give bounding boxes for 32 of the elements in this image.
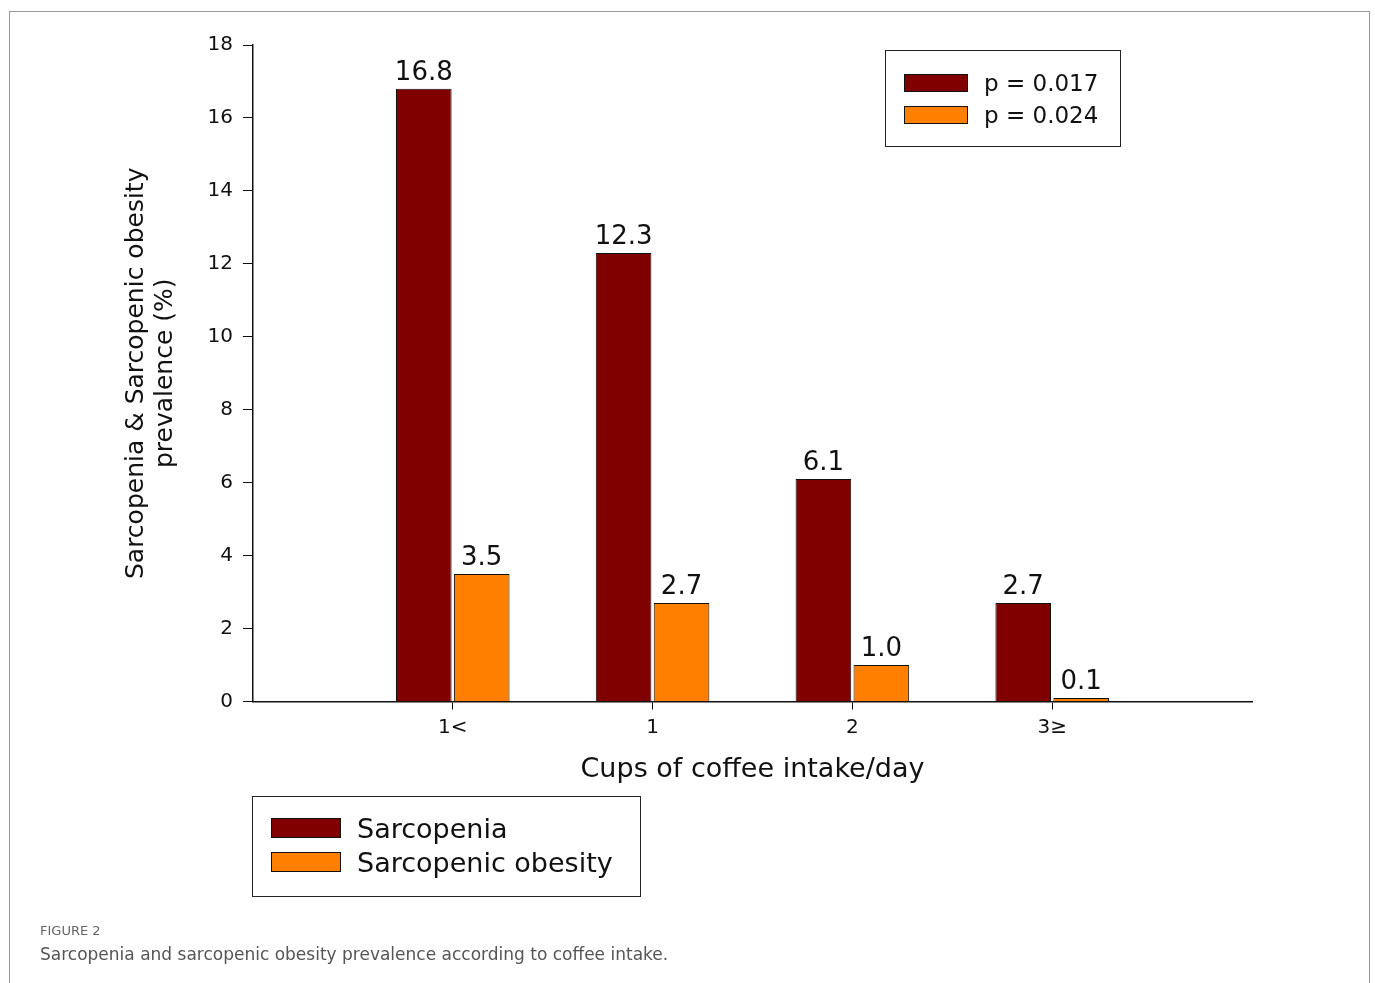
y-tick-label: 18 (207, 31, 233, 56)
text: 6.1 (802, 445, 845, 476)
legend-box: Sarcopenia Sarcopenic obesity (252, 796, 641, 897)
text: 0.1 (1060, 664, 1102, 695)
annotation: p = 0.017 (984, 70, 1099, 96)
x-tick-label: 1< (438, 713, 468, 738)
x-axis-title: Cups of coffee intake/day (580, 751, 925, 783)
annotation: p = 0.024 (984, 102, 1099, 128)
y-tick-label: 10 (207, 323, 233, 348)
y-tick-label: 0 (220, 687, 233, 712)
y-tick-label: 16 (207, 104, 233, 129)
legend-label: Sarcopenic obesity (357, 846, 613, 878)
legend-box: p = 0.017 p = 0.024 (885, 50, 1121, 147)
legend-label: Sarcopenia (357, 812, 508, 844)
text: 2.7 (1002, 569, 1044, 600)
y-tick-label: 4 (220, 541, 233, 566)
x-tick-label: 1 (646, 713, 659, 738)
y-axis-title: Sarcopenia & Sarcopenic obesity prevalence (%) (119, 167, 178, 580)
caption: FIGURE 2 (40, 923, 101, 938)
text: 1.0 (860, 631, 903, 662)
text: 16.8 (394, 55, 453, 86)
y-tick-label: 12 (207, 250, 233, 275)
y-tick-label: 8 (220, 395, 233, 420)
text: Sarcopenia and sarcopenic obesity prevalence according to coffee intake. (40, 944, 669, 964)
y-tick-label: 14 (207, 177, 233, 202)
text: 2.7 (660, 569, 703, 600)
x-tick-label: 3≥ (1037, 713, 1067, 738)
x-tick-label: 2 (846, 713, 859, 738)
text: 12.3 (594, 219, 653, 250)
y-tick-label: 2 (220, 614, 233, 639)
y-tick-label: 6 (220, 468, 233, 493)
text: 3.5 (461, 540, 503, 571)
